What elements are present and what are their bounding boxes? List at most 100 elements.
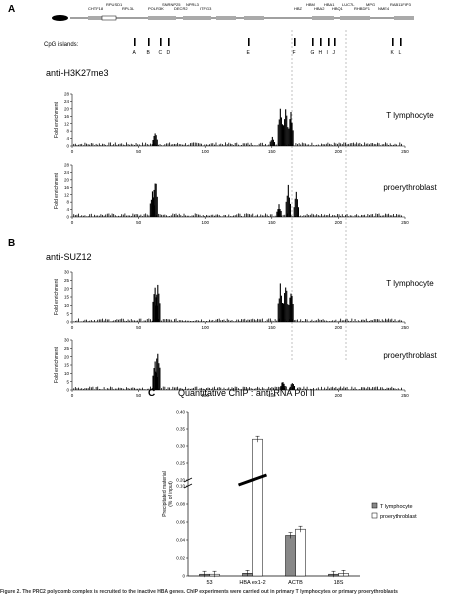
baseline-bar — [223, 387, 225, 390]
y-tick-label: 0 — [66, 144, 69, 149]
baseline-bar — [209, 144, 210, 146]
baseline-bar — [292, 216, 294, 217]
legend-label: proerythroblast — [380, 514, 417, 520]
baseline-bar — [81, 388, 83, 390]
baseline-bar — [74, 143, 76, 146]
cpg-island-mark — [400, 38, 402, 46]
baseline-bar — [97, 215, 99, 217]
baseline-bar — [231, 144, 233, 146]
baseline-bar — [252, 144, 254, 146]
figure-caption: Figure 2. The PRC2 polycomb complex is r… — [0, 589, 398, 595]
baseline-bar — [351, 318, 353, 322]
baseline-bar — [346, 386, 348, 390]
baseline-bar — [129, 320, 131, 322]
baseline-bar — [108, 213, 110, 217]
baseline-bar — [311, 142, 313, 146]
baseline-bar — [385, 389, 386, 390]
baseline-bar — [237, 319, 239, 322]
baseline-bar — [305, 319, 306, 322]
peak-bar — [277, 124, 279, 146]
y-tick-label: 30 — [64, 338, 70, 343]
baseline-bar — [324, 320, 326, 322]
baseline-bar — [148, 144, 150, 146]
peak-bar — [152, 301, 154, 322]
baseline-bar — [221, 144, 223, 146]
legend-swatch — [371, 512, 378, 519]
baseline-bar — [140, 318, 142, 322]
baseline-bar — [386, 143, 388, 146]
baseline-bar — [245, 320, 247, 322]
x-tick-label: 250 — [401, 325, 409, 330]
peak-bar — [278, 298, 280, 322]
baseline-bar — [127, 388, 129, 390]
baseline-bar — [161, 145, 163, 146]
baseline-bar — [97, 386, 99, 390]
baseline-bar — [388, 144, 390, 146]
y-tick-label: 0.10 — [176, 484, 185, 489]
baseline-bar — [300, 387, 302, 390]
baseline-bar — [313, 321, 314, 322]
baseline-bar — [225, 142, 226, 146]
baseline-bar — [271, 387, 273, 390]
baseline-bar — [303, 215, 305, 217]
baseline-bar — [365, 318, 367, 322]
baseline-bar — [114, 142, 116, 146]
baseline-bar — [383, 215, 385, 217]
baseline-bar — [134, 387, 135, 390]
baseline-bar — [335, 215, 337, 217]
y-axis-label: Fold enrichment — [54, 346, 60, 382]
baseline-bar — [295, 389, 297, 390]
baseline-bar — [314, 320, 316, 322]
peak-bar — [287, 127, 289, 146]
baseline-bar — [258, 216, 260, 217]
baseline-bar — [378, 143, 380, 146]
baseline-bar — [241, 389, 242, 390]
baseline-bar — [204, 389, 206, 390]
baseline-bar — [201, 143, 203, 146]
baseline-bar — [111, 145, 113, 146]
baseline-bar — [86, 388, 87, 390]
chip-track-1: 0 4 8 12 16 20 24 28 0 50 100 150 200 250 Fold enrichm… — [54, 163, 437, 225]
baseline-bar — [386, 387, 388, 390]
baseline-bar — [89, 144, 91, 146]
baseline-bar — [185, 386, 187, 390]
baseline-bar — [188, 388, 190, 390]
baseline-bar — [198, 214, 199, 217]
panel-a-title: anti-H3K27me3 — [46, 68, 109, 78]
baseline-bar — [260, 142, 262, 146]
baseline-bar — [100, 319, 102, 322]
x-tick-label: 100 — [201, 393, 209, 398]
baseline-bar — [98, 319, 100, 322]
baseline-bar — [223, 214, 225, 217]
baseline-bar — [306, 144, 308, 146]
baseline-bar — [353, 216, 354, 217]
baseline-bar — [394, 143, 396, 146]
baseline-bar — [391, 144, 393, 146]
baseline-bar — [225, 215, 226, 217]
baseline-bar — [237, 388, 239, 390]
gene-name-rab11fip3: RAB11FIP3 — [390, 2, 412, 7]
baseline-bar — [193, 387, 195, 390]
baseline-bar — [255, 388, 257, 390]
baseline-bar — [399, 389, 401, 390]
baseline-bar — [380, 215, 382, 217]
baseline-bar — [87, 388, 89, 390]
baseline-bar — [158, 213, 159, 217]
baseline-bar — [178, 144, 180, 146]
baseline-bar — [151, 144, 153, 146]
baseline-bar — [367, 214, 369, 217]
x-tick-label: HBA ex1-2 — [239, 580, 265, 586]
baseline-bar — [365, 388, 367, 390]
baseline-bar — [74, 215, 76, 217]
baseline-bar — [180, 387, 182, 390]
baseline-bar — [204, 144, 206, 146]
baseline-bar — [90, 320, 92, 322]
baseline-bar — [385, 318, 386, 322]
baseline-bar — [94, 214, 95, 217]
baseline-bar — [198, 389, 199, 390]
cpg-island-mark — [294, 38, 296, 46]
baseline-bar — [174, 387, 175, 390]
y-tick-label: 30 — [64, 270, 70, 275]
baseline-bar — [191, 321, 193, 322]
peak-bar — [292, 384, 294, 390]
